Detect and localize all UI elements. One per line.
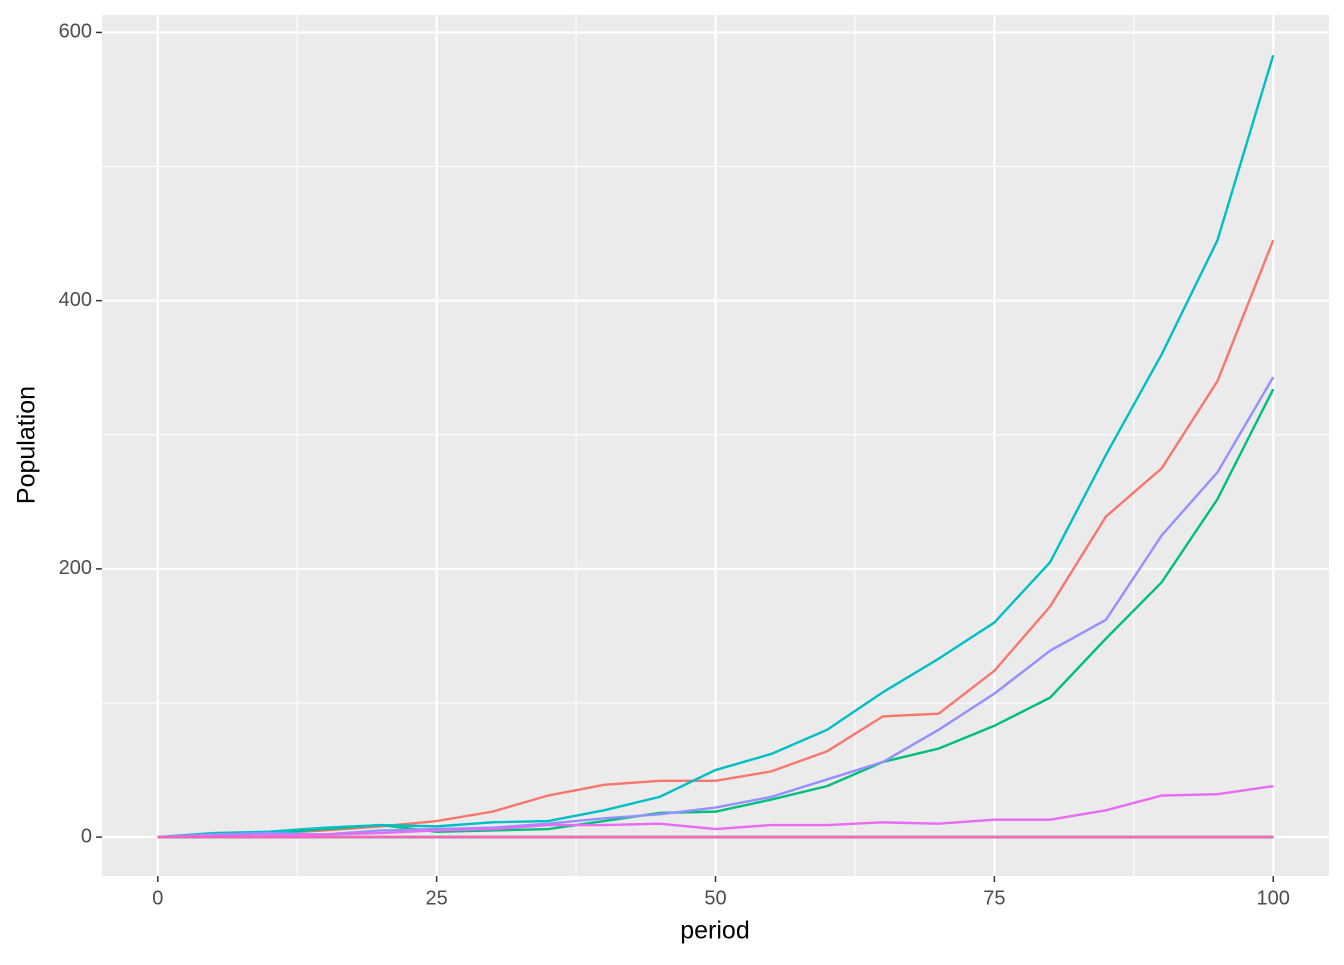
y-tick-label: 400 (59, 289, 92, 311)
lines (157, 54, 1275, 839)
x-tick-label: 75 (983, 887, 1005, 909)
grid (102, 15, 1329, 876)
series-line (157, 54, 1275, 839)
y-tick-label: 200 (59, 557, 92, 579)
y-tick-label: 600 (59, 21, 92, 43)
x-tick-label: 50 (704, 887, 726, 909)
y-axis-title: Population (13, 386, 41, 504)
x-tick-label: 25 (426, 887, 448, 909)
x-axis-title: period (680, 917, 750, 945)
x-tick-label: 100 (1257, 887, 1290, 909)
x-tick-label: 0 (152, 887, 163, 909)
series-line (157, 784, 1274, 839)
y-tick-label: 0 (81, 825, 92, 847)
series-line (157, 239, 1275, 839)
